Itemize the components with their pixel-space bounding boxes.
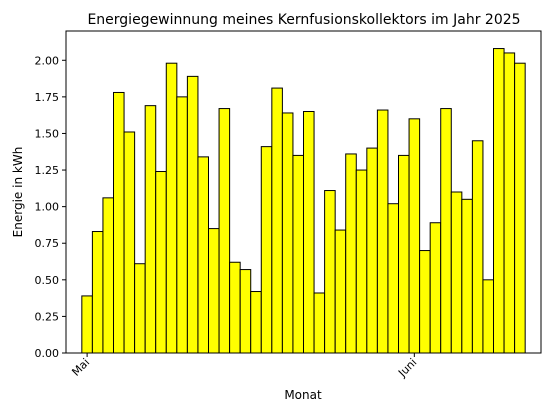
bar bbox=[155, 171, 167, 354]
bar bbox=[324, 190, 336, 354]
bar bbox=[345, 153, 357, 354]
y-tick-label: 0.00 bbox=[35, 347, 60, 360]
bar bbox=[208, 228, 220, 354]
y-tick-label: 1.50 bbox=[35, 127, 60, 140]
x-axis-label: Monat bbox=[284, 388, 322, 402]
y-tick-label: 0.75 bbox=[35, 237, 60, 250]
chart-title: Energiegewinnung meines Kernfusionskolle… bbox=[87, 12, 520, 28]
bar bbox=[461, 198, 473, 354]
bar bbox=[366, 147, 378, 354]
bar bbox=[334, 229, 347, 354]
y-tick-label: 0.25 bbox=[35, 310, 60, 323]
bar bbox=[514, 62, 526, 354]
bar bbox=[239, 269, 252, 354]
x-tick-label: Juni bbox=[395, 356, 419, 380]
y-tick-label: 1.25 bbox=[35, 164, 60, 177]
bar bbox=[91, 231, 104, 354]
bar bbox=[292, 154, 305, 354]
bar bbox=[355, 169, 368, 354]
bar bbox=[419, 250, 431, 354]
bar bbox=[186, 75, 199, 354]
bar bbox=[450, 191, 463, 354]
bar bbox=[102, 197, 115, 354]
bar bbox=[176, 96, 188, 354]
bar bbox=[398, 154, 410, 354]
y-tick-label: 2.00 bbox=[35, 54, 60, 67]
bar bbox=[503, 52, 516, 354]
bar bbox=[197, 156, 210, 354]
y-tick-label: 1.75 bbox=[35, 91, 60, 104]
bar bbox=[218, 108, 231, 354]
bar bbox=[260, 146, 273, 354]
bar bbox=[281, 112, 294, 354]
y-axis: 0.00 0.25 0.50 0.75 1.00 1.25 1.50 1.75 2.00 bbox=[35, 54, 66, 360]
bar bbox=[123, 131, 136, 354]
bar bbox=[134, 263, 146, 354]
bar bbox=[493, 48, 505, 354]
bar bbox=[471, 140, 484, 354]
bar bbox=[144, 105, 157, 354]
bar bbox=[229, 261, 241, 354]
bar bbox=[440, 108, 452, 354]
y-tick-label: 1.00 bbox=[35, 201, 60, 214]
bar bbox=[81, 295, 93, 354]
x-tick-label: Mai bbox=[69, 356, 92, 379]
y-axis-label: Energie in kWh bbox=[11, 147, 25, 238]
bar bbox=[271, 87, 283, 354]
bar bbox=[408, 118, 421, 354]
bar bbox=[387, 203, 400, 354]
bar bbox=[303, 111, 315, 354]
bar bbox=[482, 279, 495, 354]
y-tick-label: 0.50 bbox=[35, 274, 60, 287]
bar bbox=[250, 291, 262, 354]
plot-frame bbox=[65, 30, 542, 354]
bar bbox=[165, 62, 178, 354]
bar bbox=[376, 109, 389, 354]
bar bbox=[429, 222, 442, 354]
bar bbox=[113, 91, 125, 354]
bar bbox=[313, 292, 326, 354]
x-axis: Mai Juni bbox=[69, 353, 419, 380]
bars-group bbox=[81, 48, 526, 354]
